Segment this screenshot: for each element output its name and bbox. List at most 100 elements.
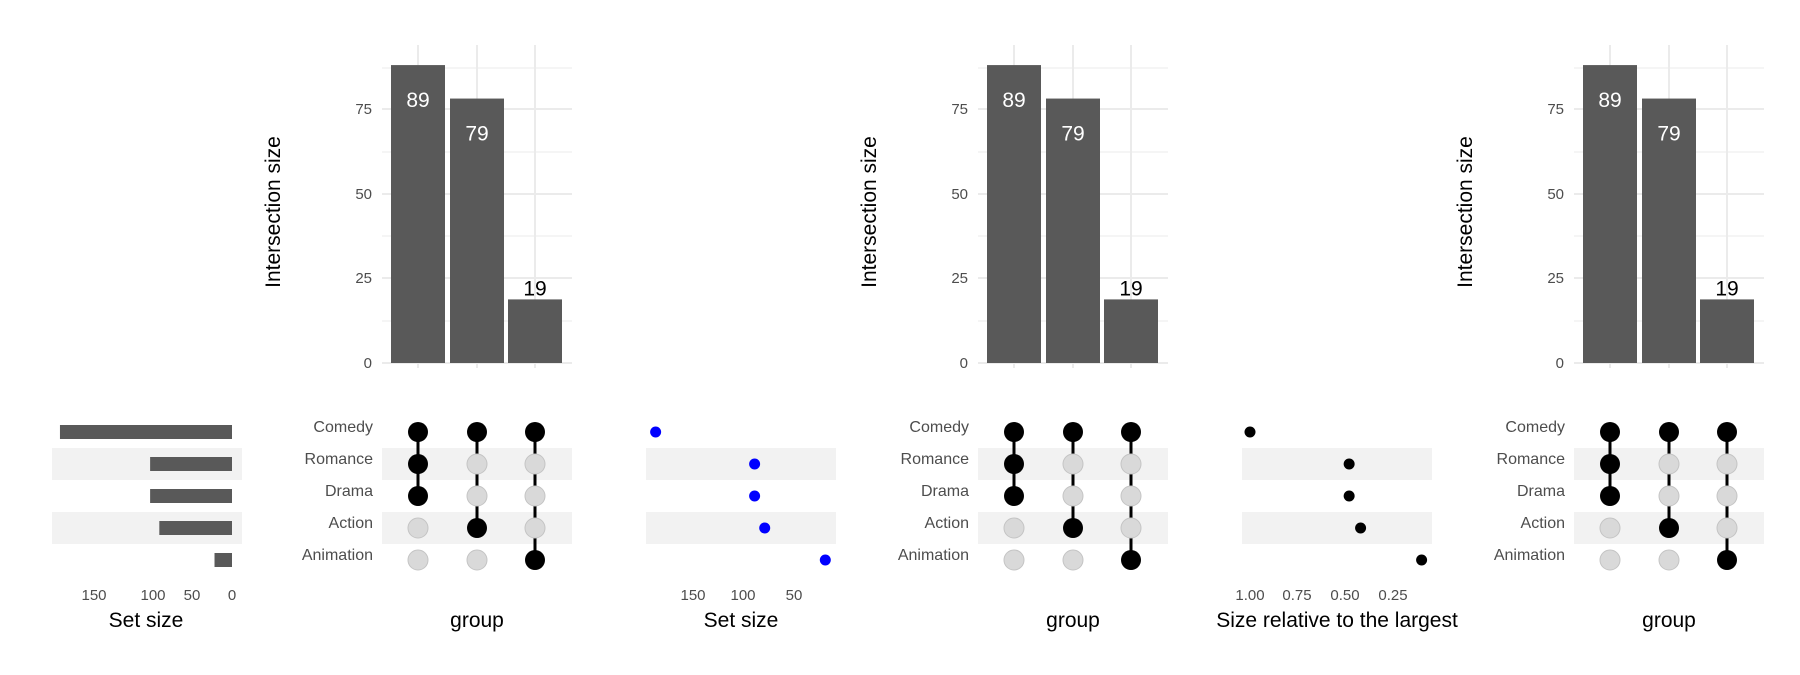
set-size-dot — [650, 426, 662, 438]
intersection-bar-marks: 89 79 19 — [987, 65, 1158, 363]
x-tick-label: 100 — [140, 587, 165, 604]
intersection-bar-marks: 89 79 19 — [1583, 65, 1754, 363]
intersection-bar — [1583, 65, 1637, 363]
matrix-dot-active — [467, 422, 487, 442]
set-size-bar — [159, 521, 232, 535]
upset-panel-2: 0 25 50 75 Intersection size 89 79 19 Come… — [858, 45, 1168, 632]
matrix-dot-active — [1659, 518, 1679, 538]
y-tick-label: 50 — [1547, 186, 1564, 203]
set-name-label: Action — [925, 515, 969, 532]
stripe — [646, 448, 836, 480]
matrix-dot-active — [467, 518, 487, 538]
relative-size-dot — [1244, 426, 1256, 438]
x-axis-title: group — [450, 609, 504, 632]
matrix-dot-inactive — [1658, 453, 1680, 475]
x-tick-label: 100 — [730, 587, 755, 604]
set-size-dots-panel: 150 100 50 Set size — [646, 426, 836, 632]
set-size-dot — [759, 522, 771, 534]
intersection-bar — [1642, 98, 1696, 363]
bar-value-label: 79 — [465, 123, 488, 146]
relative-size-dot — [1355, 522, 1367, 534]
matrix-dot-active — [1121, 550, 1141, 570]
matrix-dot-active — [1063, 518, 1083, 538]
y-tick-label: 25 — [1547, 270, 1564, 287]
matrix-dot-active — [408, 486, 428, 506]
relative-size-dots-panel: 1.00 0.75 0.50 0.25 Size relative to the… — [1216, 426, 1458, 632]
matrix-marks — [1599, 422, 1738, 571]
bar-value-label: 89 — [1598, 89, 1621, 112]
y-axis-title: Intersection size — [858, 136, 881, 288]
set-size-dot-marks — [650, 426, 831, 566]
upset-panel-1: 0 25 50 75 Intersection size 89 79 19 Come… — [262, 45, 572, 632]
x-axis-title: group — [1642, 609, 1696, 632]
x-tick-label: 0.25 — [1378, 587, 1407, 604]
matrix-dot-inactive — [466, 549, 488, 571]
matrix-dot-inactive — [524, 517, 546, 539]
set-name-label: Action — [329, 515, 373, 532]
matrix-dot-inactive — [524, 485, 546, 507]
set-name-label: Comedy — [1505, 419, 1565, 436]
bar-value-label: 19 — [1119, 277, 1142, 300]
matrix-dot-active — [1717, 422, 1737, 442]
set-name-label: Action — [1521, 515, 1565, 532]
matrix-dot-active — [1004, 422, 1024, 442]
matrix-dot-active — [1063, 422, 1083, 442]
intersection-bar — [1104, 299, 1158, 363]
x-axis-title: group — [1046, 609, 1100, 632]
matrix-dot-inactive — [1716, 517, 1738, 539]
matrix-dot-active — [1121, 422, 1141, 442]
matrix-dot-inactive — [1658, 485, 1680, 507]
set-name-label: Animation — [898, 547, 969, 564]
matrix-dot-inactive — [1716, 453, 1738, 475]
bar-value-label: 89 — [1002, 89, 1025, 112]
matrix-dot-inactive — [1599, 549, 1621, 571]
y-axis-title: Intersection size — [262, 136, 285, 288]
x-axis-title: Set size — [109, 609, 184, 632]
x-tick-label: 0 — [228, 587, 236, 604]
x-tick-label: 50 — [786, 587, 803, 604]
x-tick-label: 150 — [81, 587, 106, 604]
bar-value-label: 19 — [523, 277, 546, 300]
matrix-dot-active — [525, 550, 545, 570]
matrix-dot-inactive — [1599, 517, 1621, 539]
set-name-label: Comedy — [313, 419, 373, 436]
bar-value-label: 89 — [406, 89, 429, 112]
set-size-bar — [214, 553, 232, 567]
y-tick-label: 0 — [1556, 355, 1564, 372]
set-name-label: Romance — [901, 451, 970, 468]
y-tick-label: 0 — [960, 355, 968, 372]
intersection-bar — [1700, 299, 1754, 363]
set-size-bar — [150, 457, 232, 471]
bar-value-label: 19 — [1715, 277, 1738, 300]
y-axis-title: Intersection size — [1454, 136, 1477, 288]
matrix-dot-inactive — [466, 453, 488, 475]
matrix-dot-active — [1659, 422, 1679, 442]
matrix-dot-active — [1004, 454, 1024, 474]
set-size-dot — [749, 458, 761, 470]
matrix-dot-inactive — [1120, 485, 1142, 507]
upset-panel-3: 0 25 50 75 Intersection size 89 79 19 Come… — [1454, 45, 1764, 632]
set-size-dot — [819, 554, 831, 566]
x-axis-title: Size relative to the largest — [1216, 609, 1458, 632]
y-tick-label: 75 — [1547, 101, 1564, 118]
stripe — [646, 512, 836, 544]
set-name-label: Animation — [1494, 547, 1565, 564]
matrix-marks — [407, 422, 546, 571]
bar-value-label: 79 — [1657, 123, 1680, 146]
y-tick-label: 75 — [951, 101, 968, 118]
intersection-bar — [391, 65, 445, 363]
x-axis-title: Set size — [704, 609, 779, 632]
y-tick-label: 50 — [355, 186, 372, 203]
matrix-dot-inactive — [524, 453, 546, 475]
y-tick-label: 25 — [355, 270, 372, 287]
set-name-label: Romance — [305, 451, 374, 468]
stripe — [1242, 448, 1432, 480]
matrix-dot-inactive — [1120, 517, 1142, 539]
x-tick-label: 150 — [680, 587, 705, 604]
matrix-dot-inactive — [1003, 517, 1025, 539]
set-name-label: Animation — [302, 547, 373, 564]
matrix-dot-inactive — [1658, 549, 1680, 571]
matrix-dot-inactive — [1062, 549, 1084, 571]
matrix-dot-inactive — [407, 517, 429, 539]
